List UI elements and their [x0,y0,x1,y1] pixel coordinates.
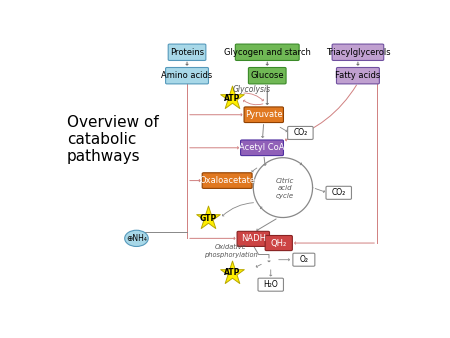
Point [229,96,236,101]
FancyBboxPatch shape [166,68,208,84]
Text: Fatty acids: Fatty acids [335,71,381,80]
FancyBboxPatch shape [326,186,351,199]
FancyBboxPatch shape [293,253,315,266]
Text: Proteins: Proteins [170,48,204,57]
Text: GTP: GTP [199,214,216,222]
Text: NADH: NADH [241,234,266,243]
Text: Overview of
catabolic
pathways: Overview of catabolic pathways [67,115,158,164]
FancyBboxPatch shape [265,236,293,250]
Text: QH₂: QH₂ [270,239,287,247]
FancyBboxPatch shape [288,126,313,140]
FancyBboxPatch shape [168,44,206,61]
Point [229,270,236,275]
FancyBboxPatch shape [241,140,284,155]
Text: Triacylglycerols: Triacylglycerols [326,48,390,57]
Text: ATP: ATP [224,268,241,277]
Text: O₂: O₂ [299,255,308,264]
FancyBboxPatch shape [332,44,384,61]
Text: CO₂: CO₂ [332,188,346,197]
FancyBboxPatch shape [258,278,284,291]
Point [204,215,212,221]
Text: CO₂: CO₂ [293,128,307,138]
FancyBboxPatch shape [235,44,299,61]
FancyBboxPatch shape [237,231,270,246]
Text: Acetyl CoA: Acetyl CoA [239,143,285,152]
Text: Glycolysis: Glycolysis [233,85,270,94]
FancyBboxPatch shape [202,173,252,188]
Text: Oxidative
phosphorylation: Oxidative phosphorylation [204,244,257,258]
Text: ATP: ATP [224,94,241,103]
Ellipse shape [125,230,148,246]
Text: Oxaloacetate: Oxaloacetate [199,176,255,185]
Text: ⊕NH₄: ⊕NH₄ [126,234,147,243]
Text: Glucose: Glucose [251,71,284,80]
Text: Citric
acid
cycle: Citric acid cycle [275,178,294,199]
FancyBboxPatch shape [337,68,379,84]
Text: Glycogen and starch: Glycogen and starch [224,48,310,57]
Text: Amino acids: Amino acids [162,71,213,80]
FancyBboxPatch shape [248,68,286,84]
FancyBboxPatch shape [244,107,284,123]
Text: Pyruvate: Pyruvate [245,110,283,119]
Text: H₂O: H₂O [263,280,278,289]
